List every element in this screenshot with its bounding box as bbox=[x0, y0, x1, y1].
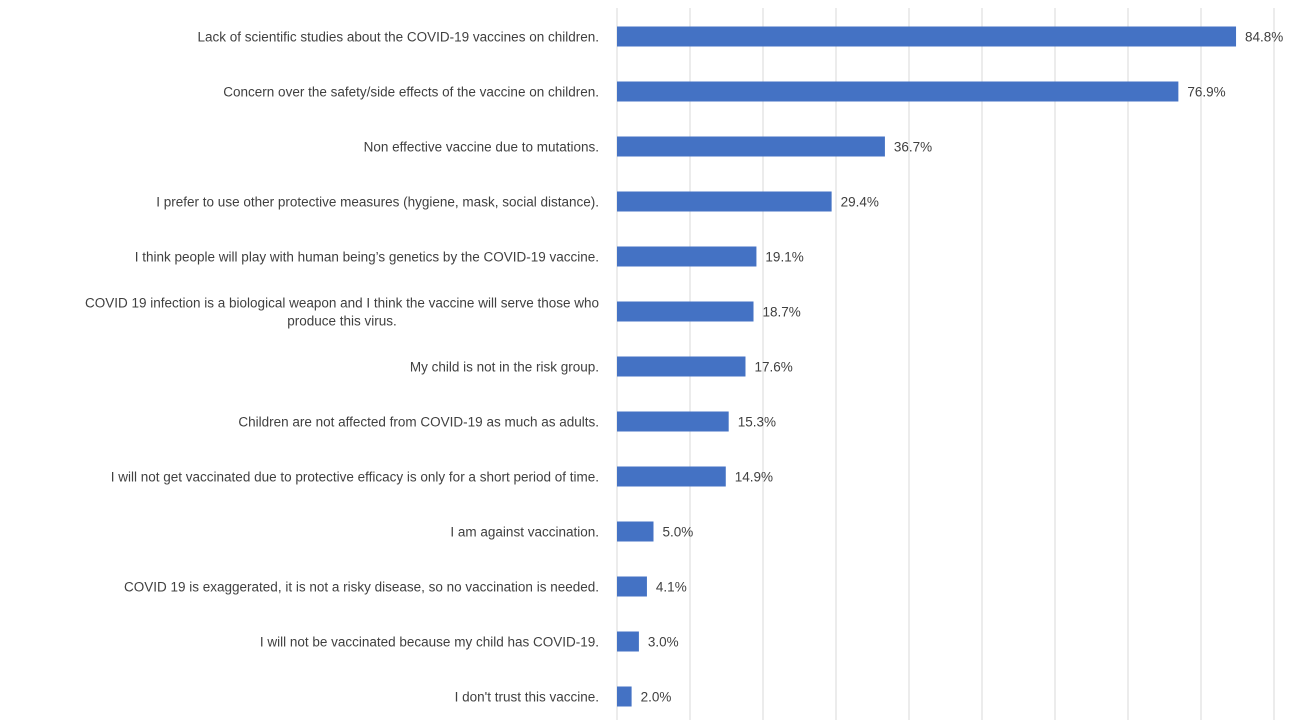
category-label: I don't trust this vaccine. bbox=[455, 690, 599, 705]
bar bbox=[617, 191, 832, 212]
category-label: Non effective vaccine due to mutations. bbox=[364, 140, 599, 155]
bar bbox=[617, 576, 647, 597]
bar bbox=[617, 136, 885, 157]
bar bbox=[617, 686, 632, 707]
category-label-line: I prefer to use other protective measure… bbox=[156, 195, 599, 210]
category-label: Children are not affected from COVID-19 … bbox=[238, 415, 599, 430]
data-label: 84.8% bbox=[1245, 30, 1283, 45]
category-label-line: Concern over the safety/side effects of … bbox=[223, 85, 599, 100]
category-labels: Lack of scientific studies about the COV… bbox=[85, 30, 599, 705]
category-label: I will not be vaccinated because my chil… bbox=[260, 635, 599, 650]
data-label: 3.0% bbox=[648, 635, 679, 650]
data-label: 17.6% bbox=[754, 360, 792, 375]
category-label: Lack of scientific studies about the COV… bbox=[198, 30, 599, 45]
bar bbox=[617, 411, 729, 432]
bar bbox=[617, 26, 1237, 47]
bar bbox=[617, 81, 1179, 102]
data-label: 2.0% bbox=[641, 690, 672, 705]
category-label-line: I don't trust this vaccine. bbox=[455, 690, 599, 705]
category-label-line: Children are not affected from COVID-19 … bbox=[238, 415, 599, 430]
bar bbox=[617, 301, 754, 322]
category-label: My child is not in the risk group. bbox=[410, 360, 599, 375]
category-label: Concern over the safety/side effects of … bbox=[223, 85, 599, 100]
category-label: I will not get vaccinated due to protect… bbox=[111, 470, 599, 485]
category-label: COVID 19 is exaggerated, it is not a ris… bbox=[124, 580, 599, 595]
value-labels: 84.8% 76.9% 36.7% 29.4% 19.1% 18.7% 17.6% 15.3%… bbox=[641, 30, 1284, 705]
bar bbox=[617, 631, 639, 652]
category-label-line: My child is not in the risk group. bbox=[410, 360, 599, 375]
category-label-line: COVID 19 infection is a biological weapo… bbox=[85, 296, 599, 311]
bar bbox=[617, 466, 726, 487]
data-label: 29.4% bbox=[841, 195, 879, 210]
category-label-line: COVID 19 is exaggerated, it is not a ris… bbox=[124, 580, 599, 595]
category-label: I am against vaccination. bbox=[450, 525, 599, 540]
bars bbox=[617, 26, 1237, 707]
data-label: 5.0% bbox=[663, 525, 694, 540]
data-label: 19.1% bbox=[765, 250, 803, 265]
category-label-line: I will not get vaccinated due to protect… bbox=[111, 470, 599, 485]
data-label: 15.3% bbox=[738, 415, 776, 430]
bar bbox=[617, 356, 746, 377]
category-label: I prefer to use other protective measure… bbox=[156, 195, 599, 210]
data-label: 4.1% bbox=[656, 580, 687, 595]
category-label-line: I think people will play with human bein… bbox=[135, 250, 599, 265]
category-label-line: Lack of scientific studies about the COV… bbox=[198, 30, 599, 45]
data-label: 18.7% bbox=[763, 305, 801, 320]
data-label: 36.7% bbox=[894, 140, 932, 155]
category-label-line: I will not be vaccinated because my chil… bbox=[260, 635, 599, 650]
category-label: COVID 19 infection is a biological weapo… bbox=[85, 296, 599, 329]
data-label: 76.9% bbox=[1187, 85, 1225, 100]
category-label: I think people will play with human bein… bbox=[135, 250, 599, 265]
category-label-line: I am against vaccination. bbox=[450, 525, 599, 540]
category-label-line: produce this virus. bbox=[287, 314, 397, 329]
gridlines bbox=[616, 8, 1275, 720]
bar bbox=[617, 521, 654, 542]
category-label-line: Non effective vaccine due to mutations. bbox=[364, 140, 599, 155]
data-label: 14.9% bbox=[735, 470, 773, 485]
bar bbox=[617, 246, 757, 267]
